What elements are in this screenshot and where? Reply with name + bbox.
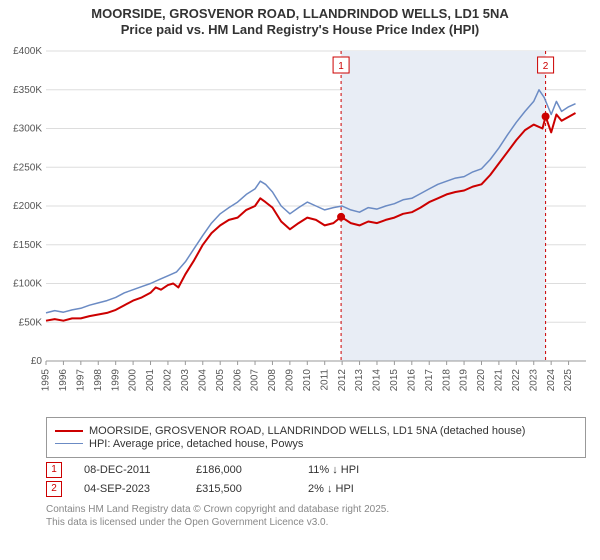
svg-text:2015: 2015 (389, 368, 400, 391)
svg-text:£50K: £50K (19, 317, 43, 328)
svg-text:£0: £0 (31, 356, 43, 367)
svg-text:1: 1 (338, 61, 344, 72)
svg-text:2023: 2023 (528, 368, 539, 391)
svg-text:£350K: £350K (13, 84, 42, 95)
svg-text:2009: 2009 (285, 368, 296, 391)
svg-text:2: 2 (543, 61, 549, 72)
svg-text:£250K: £250K (13, 162, 42, 173)
sale-row-2: 2 04-SEP-2023 £315,500 2% ↓ HPI (46, 481, 586, 497)
sale-price-1: £186,000 (196, 464, 286, 476)
footnote: Contains HM Land Registry data © Crown c… (46, 503, 586, 529)
legend-label-hpi: HPI: Average price, detached house, Powy… (89, 438, 303, 450)
footnote-line-1: Contains HM Land Registry data © Crown c… (46, 503, 586, 516)
svg-text:2017: 2017 (424, 368, 435, 391)
sale-date-2: 04-SEP-2023 (84, 483, 174, 495)
svg-text:2021: 2021 (494, 368, 505, 391)
svg-text:2000: 2000 (128, 368, 139, 391)
sale-badge-1: 1 (46, 462, 62, 478)
sale-row-1: 1 08-DEC-2011 £186,000 11% ↓ HPI (46, 462, 586, 478)
svg-text:2011: 2011 (319, 368, 330, 390)
svg-text:2024: 2024 (546, 368, 557, 391)
svg-text:2020: 2020 (476, 368, 487, 391)
svg-text:2014: 2014 (372, 368, 383, 391)
sale-delta-2: 2% ↓ HPI (308, 483, 398, 495)
sale-price-2: £315,500 (196, 483, 286, 495)
svg-text:£200K: £200K (13, 201, 42, 212)
svg-text:2005: 2005 (215, 368, 226, 391)
svg-text:2003: 2003 (180, 368, 191, 391)
legend-swatch-property (55, 430, 83, 432)
svg-text:£400K: £400K (13, 46, 42, 57)
svg-text:2025: 2025 (563, 368, 574, 391)
sale-date-1: 08-DEC-2011 (84, 464, 174, 476)
svg-text:1999: 1999 (110, 368, 121, 391)
svg-text:2016: 2016 (406, 368, 417, 391)
svg-text:2007: 2007 (250, 368, 261, 391)
svg-text:1997: 1997 (75, 368, 86, 391)
svg-text:£150K: £150K (13, 239, 42, 250)
svg-text:£300K: £300K (13, 123, 42, 134)
svg-text:1998: 1998 (93, 368, 104, 391)
legend-item-hpi: HPI: Average price, detached house, Powy… (55, 438, 577, 450)
svg-text:2010: 2010 (302, 368, 313, 391)
svg-text:2001: 2001 (145, 368, 156, 391)
title-line-1: MOORSIDE, GROSVENOR ROAD, LLANDRINDOD WE… (8, 6, 592, 22)
svg-text:2022: 2022 (511, 368, 522, 391)
chart-svg: £0 £50K £100K £150K £200K £250K £300K £350K £400… (0, 41, 600, 411)
svg-text:2019: 2019 (459, 368, 470, 391)
footnote-line-2: This data is licensed under the Open Gov… (46, 516, 586, 529)
svg-text:2006: 2006 (232, 368, 243, 391)
svg-text:£100K: £100K (13, 278, 42, 289)
legend-item-property: MOORSIDE, GROSVENOR ROAD, LLANDRINDOD WE… (55, 425, 577, 437)
sale-badge-2: 2 (46, 481, 62, 497)
svg-text:1995: 1995 (41, 368, 52, 391)
sales-table: 1 08-DEC-2011 £186,000 11% ↓ HPI 2 04-SE… (46, 462, 586, 497)
svg-text:2013: 2013 (354, 368, 365, 391)
svg-text:2004: 2004 (197, 368, 208, 391)
price-chart: £0 £50K £100K £150K £200K £250K £300K £350K £400… (0, 41, 600, 411)
svg-text:2012: 2012 (337, 368, 348, 391)
svg-text:2018: 2018 (441, 368, 452, 391)
svg-text:2002: 2002 (163, 368, 174, 391)
legend: MOORSIDE, GROSVENOR ROAD, LLANDRINDOD WE… (46, 417, 586, 458)
title-line-2: Price paid vs. HM Land Registry's House … (8, 22, 592, 38)
svg-text:2008: 2008 (267, 368, 278, 391)
legend-label-property: MOORSIDE, GROSVENOR ROAD, LLANDRINDOD WE… (89, 425, 525, 437)
svg-text:1996: 1996 (58, 368, 69, 391)
chart-title-block: MOORSIDE, GROSVENOR ROAD, LLANDRINDOD WE… (0, 0, 600, 41)
sale-delta-1: 11% ↓ HPI (308, 464, 398, 476)
legend-swatch-hpi (55, 443, 83, 444)
